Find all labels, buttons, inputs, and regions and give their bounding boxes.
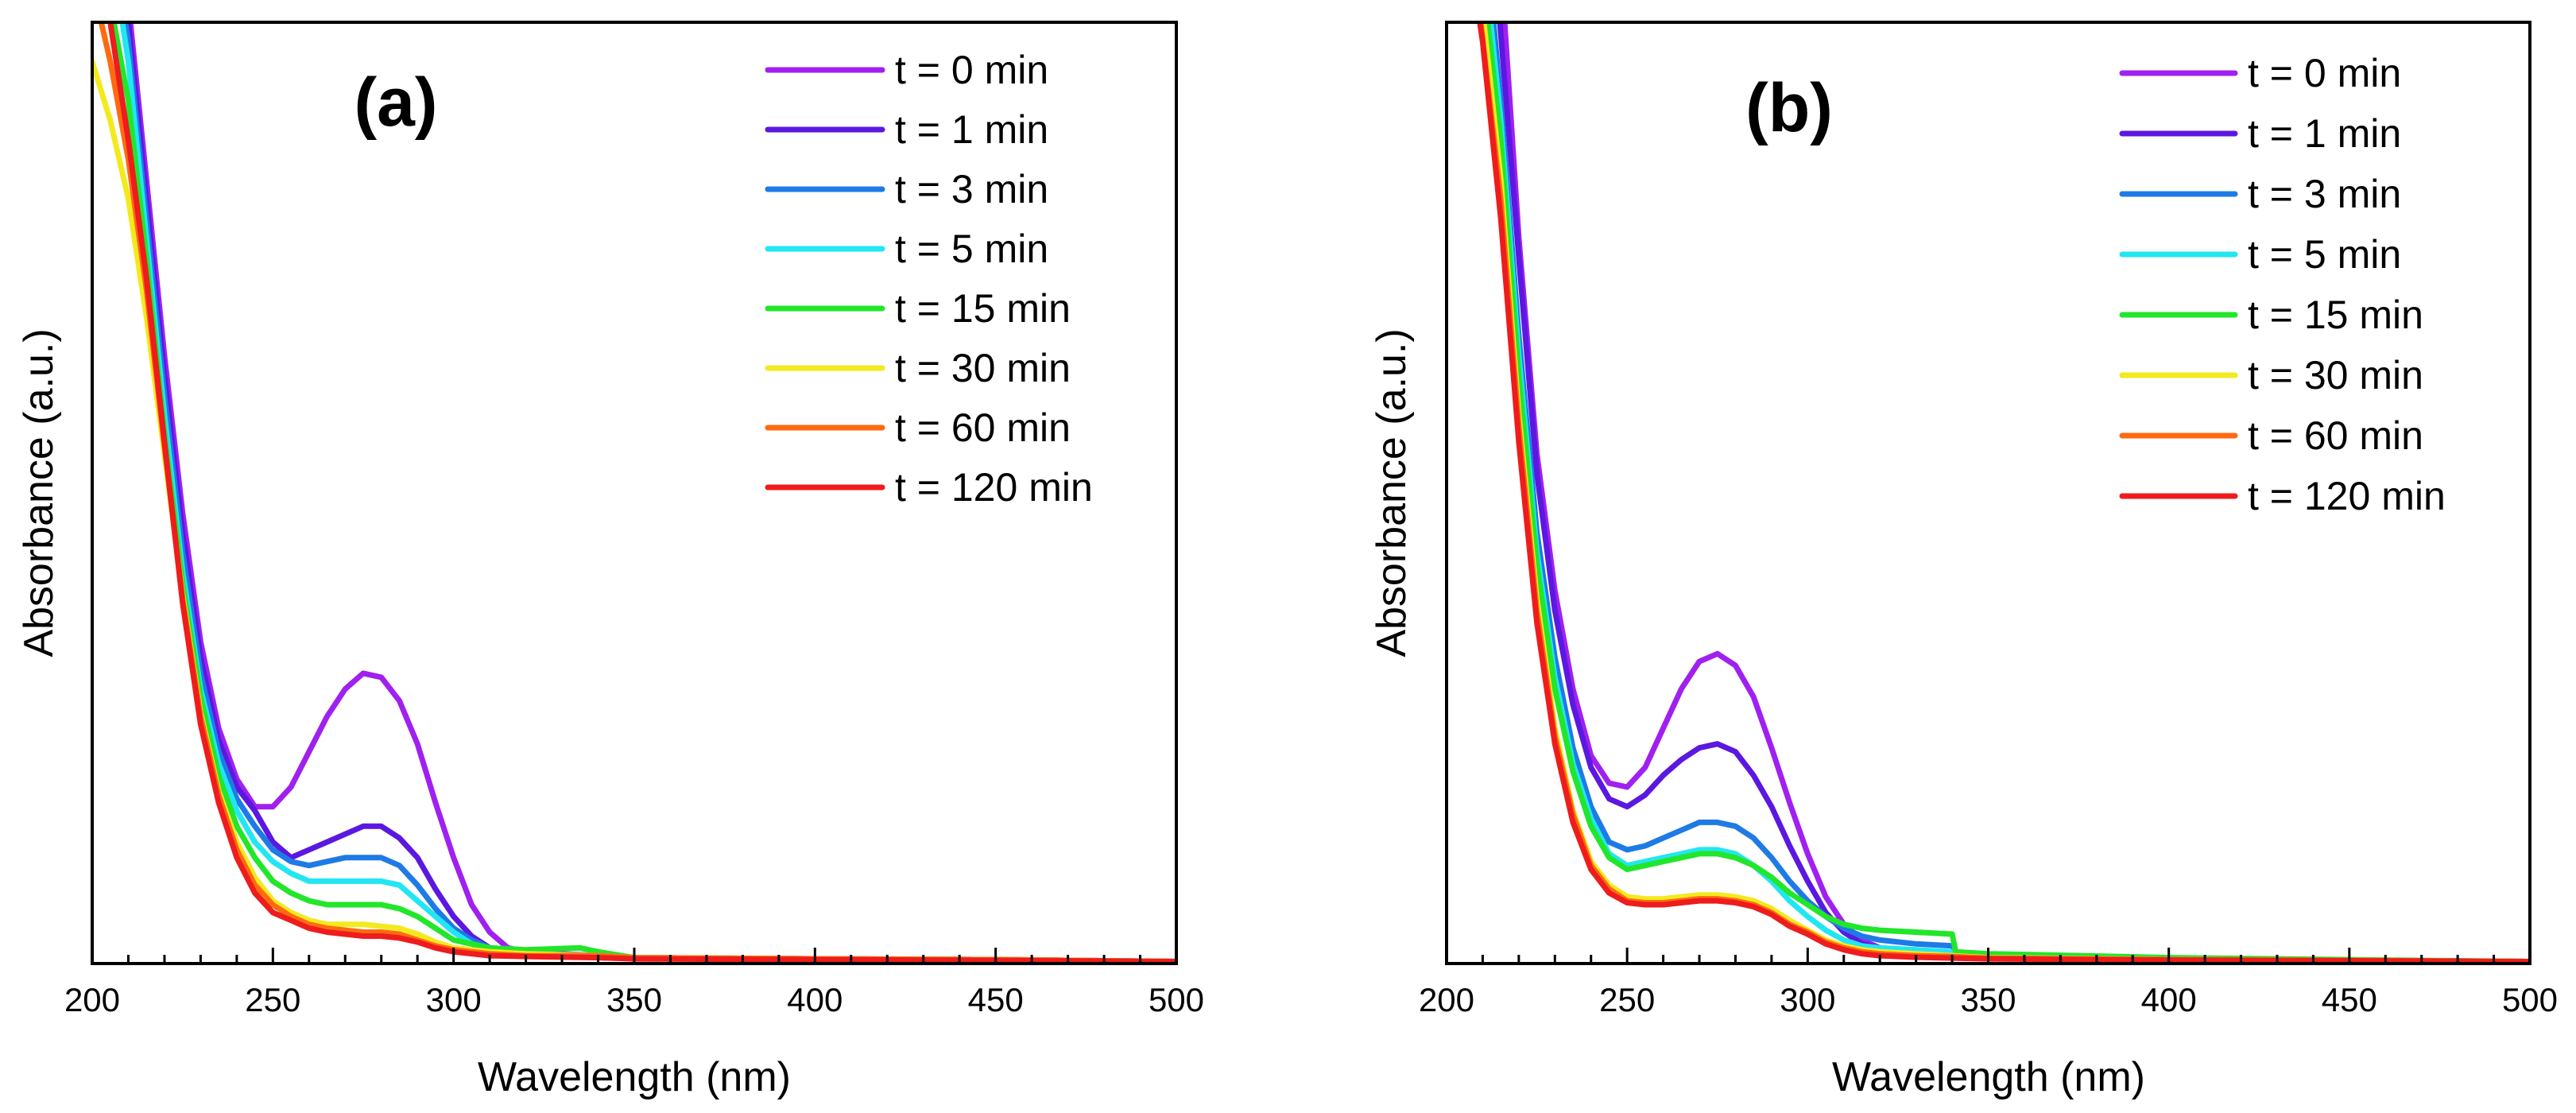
chart-a-y-axis-title: Absorbance (a.u.) bbox=[16, 328, 62, 657]
chart-a-x-axis-title: Wavelength (nm) bbox=[478, 1054, 791, 1100]
chart-b-x-ticks: 200 250 300 350 400 450 500 bbox=[1419, 948, 2558, 1018]
chart-b-x-tick-label: 400 bbox=[2141, 981, 2197, 1018]
chart-panel-a: 200 250 300 350 400 450 500 (a) Wavelength (nm… bbox=[16, 21, 1204, 1100]
chart-b-y-axis-title: Absorbance (a.u.) bbox=[1369, 328, 1415, 657]
chart-b-x-tick-label: 300 bbox=[1780, 981, 1835, 1018]
chart-b-series-7 bbox=[1477, 22, 2530, 964]
chart-b-series-4 bbox=[1485, 22, 2530, 964]
chart-panel-b: 200 250 300 350 400 450 500 (b) Wavelength (nm… bbox=[1369, 21, 2558, 1100]
chart-a-x-tick-label: 450 bbox=[968, 981, 1024, 1018]
chart-a-x-tick-label: 300 bbox=[426, 981, 482, 1018]
chart-b-legend: t = 0 min t = 1 min t = 3 min t = 5 min t = … bbox=[2119, 51, 2446, 518]
chart-b-legend-label-7: t = 120 min bbox=[2248, 474, 2446, 518]
chart-a-legend-label-4: t = 15 min bbox=[895, 286, 1071, 331]
chart-a-x-tick-label: 250 bbox=[245, 981, 300, 1018]
chart-b-legend-label-5: t = 30 min bbox=[2248, 353, 2423, 398]
chart-a-x-tick-label: 500 bbox=[1149, 981, 1204, 1018]
chart-b-legend-label-3: t = 5 min bbox=[2248, 232, 2401, 277]
chart-a-legend-label-1: t = 1 min bbox=[895, 107, 1048, 152]
chart-a-legend-label-7: t = 120 min bbox=[895, 465, 1093, 510]
chart-b-panel-label: (b) bbox=[1745, 70, 1833, 146]
chart-b-legend-label-0: t = 0 min bbox=[2248, 51, 2401, 95]
chart-a-legend-label-5: t = 30 min bbox=[895, 346, 1071, 390]
chart-a-panel-label: (a) bbox=[354, 64, 437, 141]
chart-b-x-tick-label: 450 bbox=[2322, 981, 2377, 1018]
chart-a-x-tick-label: 200 bbox=[64, 981, 120, 1018]
chart-b-x-tick-label: 200 bbox=[1419, 981, 1474, 1018]
chart-a-legend-label-6: t = 60 min bbox=[895, 405, 1071, 450]
chart-b-x-axis-title: Wavelength (nm) bbox=[1832, 1054, 2145, 1100]
chart-b-x-tick-label: 250 bbox=[1599, 981, 1655, 1018]
chart-a-x-tick-label: 350 bbox=[606, 981, 662, 1018]
chart-a-legend-label-0: t = 0 min bbox=[895, 48, 1048, 92]
chart-b-legend-label-4: t = 15 min bbox=[2248, 293, 2423, 337]
chart-b-legend-label-2: t = 3 min bbox=[2248, 172, 2401, 216]
chart-a-lines bbox=[92, 22, 1176, 964]
chart-b-legend-label-1: t = 1 min bbox=[2248, 111, 2401, 156]
chart-a-x-ticks: 200 250 300 350 400 450 500 bbox=[64, 948, 1204, 1018]
chart-b-x-tick-label: 500 bbox=[2502, 981, 2558, 1018]
chart-b-x-tick-label: 350 bbox=[1960, 981, 2016, 1018]
chart-a-legend: t = 0 min t = 1 min t = 3 min t = 5 min t = … bbox=[765, 48, 1093, 510]
chart-a-legend-label-3: t = 5 min bbox=[895, 227, 1048, 271]
chart-a-legend-label-2: t = 3 min bbox=[895, 167, 1048, 211]
chart-b-legend-label-6: t = 60 min bbox=[2248, 413, 2423, 458]
chart-b-lines bbox=[1477, 22, 2530, 964]
chart-a-x-tick-label: 400 bbox=[787, 981, 843, 1018]
